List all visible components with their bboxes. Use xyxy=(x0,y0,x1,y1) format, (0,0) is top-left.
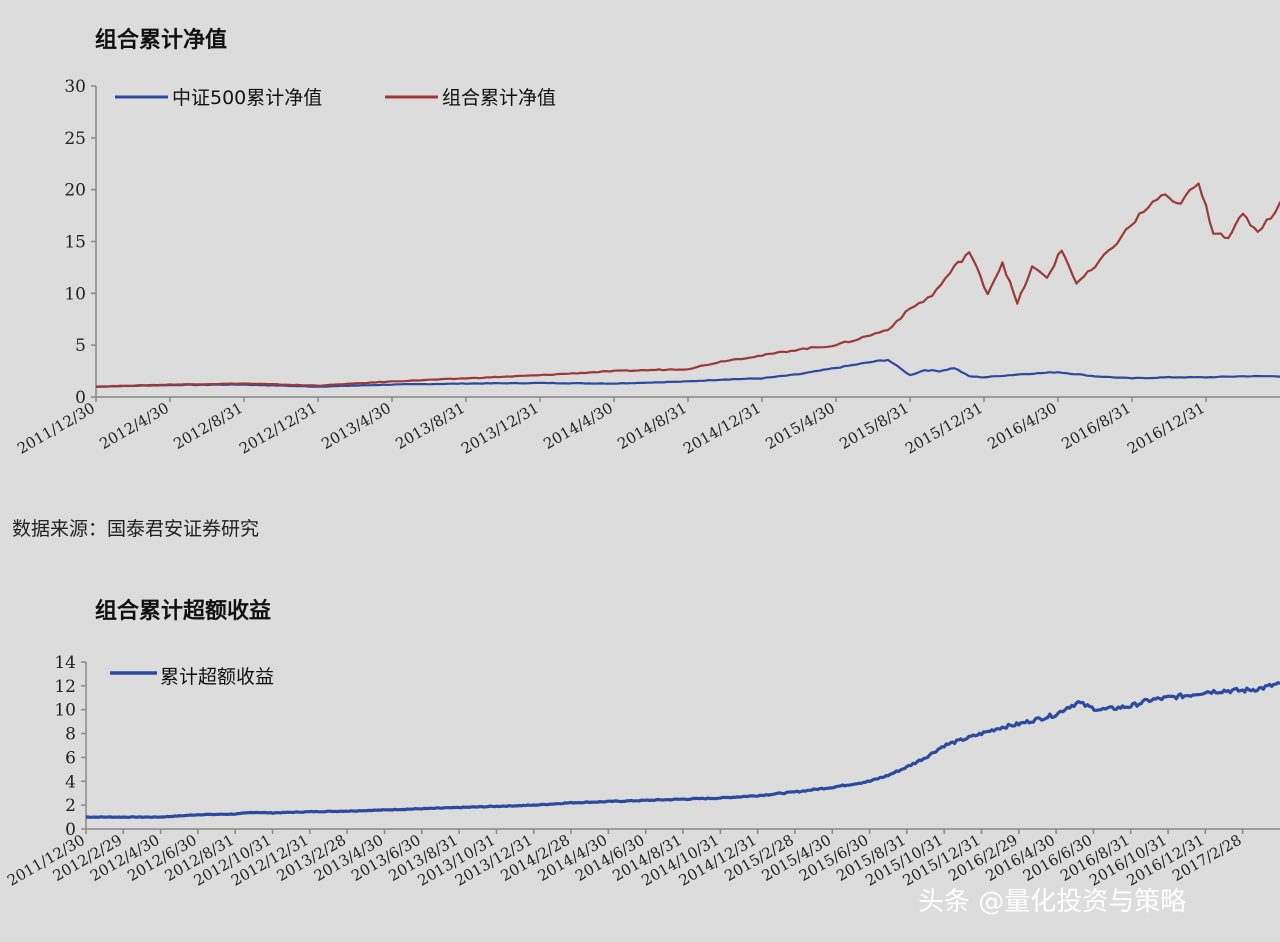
data-source-note: 数据来源：国泰君安证券研究 xyxy=(12,518,259,540)
chart1-series xyxy=(95,182,1280,388)
y-tick-label: 20 xyxy=(64,181,86,201)
y-tick-label: 6 xyxy=(65,748,76,768)
y-tick-label: 5 xyxy=(75,336,86,356)
chart2-title: 组合累计超额收益 xyxy=(95,598,271,624)
y-tick-label: 0 xyxy=(75,388,86,408)
series-line-0 xyxy=(95,358,1280,388)
x-tick-label: 2016/4/30 xyxy=(984,399,1060,453)
legend-label-portfolio: 组合累计净值 xyxy=(442,87,556,109)
y-tick-label: 12 xyxy=(54,677,76,697)
x-tick-label: 2012/8/31 xyxy=(170,399,246,453)
x-tick-label: 2014/4/30 xyxy=(540,399,616,453)
y-tick-label: 2 xyxy=(65,796,76,816)
chart1-y-axis: 0 5 10 15 20 25 30 xyxy=(64,77,97,408)
chart1-x-axis: 2011/12/302012/4/302012/8/312012/12/3120… xyxy=(14,396,1280,458)
chart2-x-axis: 2011/12/302012/2/292012/4/302012/6/30201… xyxy=(4,828,1280,890)
y-tick-label: 4 xyxy=(65,772,76,792)
y-tick-label: 10 xyxy=(64,284,86,304)
series-line-0 xyxy=(85,681,1280,819)
y-tick-label: 30 xyxy=(64,77,86,97)
x-tick-label: 2015/12/31 xyxy=(902,399,986,458)
watermark-text: 头条 @量化投资与策略 xyxy=(918,887,1186,917)
y-tick-label: 14 xyxy=(54,653,76,673)
series-line-1 xyxy=(95,182,1280,388)
x-tick-label: 2014/8/31 xyxy=(614,399,690,453)
x-tick-label: 2012/12/31 xyxy=(236,399,320,458)
x-tick-label: 2013/4/30 xyxy=(318,399,394,453)
chart-excess-return: 组合累计超额收益 0 2 4 6 8 10 12 14 2011/12/302012/2/29… xyxy=(4,598,1280,890)
chart1-title: 组合累计净值 xyxy=(95,27,227,53)
x-tick-label: 2013/8/31 xyxy=(392,399,468,453)
x-tick-label: 2015/4/30 xyxy=(762,399,838,453)
y-tick-label: 15 xyxy=(64,233,86,253)
x-tick-label: 2014/12/31 xyxy=(680,399,764,458)
x-tick-label: 2011/12/30 xyxy=(14,399,98,458)
x-tick-label: 2015/8/31 xyxy=(836,399,912,453)
legend-label-csi500: 中证500累计净值 xyxy=(172,87,322,109)
x-tick-label: 2013/12/31 xyxy=(458,399,542,458)
x-tick-label: 2016/8/31 xyxy=(1058,399,1134,453)
chart1-legend: 中证500累计净值 组合累计净值 xyxy=(115,87,556,109)
y-tick-label: 0 xyxy=(65,820,76,840)
chart2-y-axis: 0 2 4 6 8 10 12 14 xyxy=(54,653,87,840)
x-tick-label: 2016/12/31 xyxy=(1124,399,1208,458)
x-tick-label: 2012/4/30 xyxy=(96,399,172,453)
chart2-legend: 累计超额收益 xyxy=(110,666,274,688)
y-tick-label: 25 xyxy=(64,129,86,149)
legend-label-excess: 累计超额收益 xyxy=(160,666,274,688)
y-tick-label: 8 xyxy=(65,725,76,745)
y-tick-label: 10 xyxy=(54,701,76,721)
chart2-series xyxy=(85,681,1280,819)
